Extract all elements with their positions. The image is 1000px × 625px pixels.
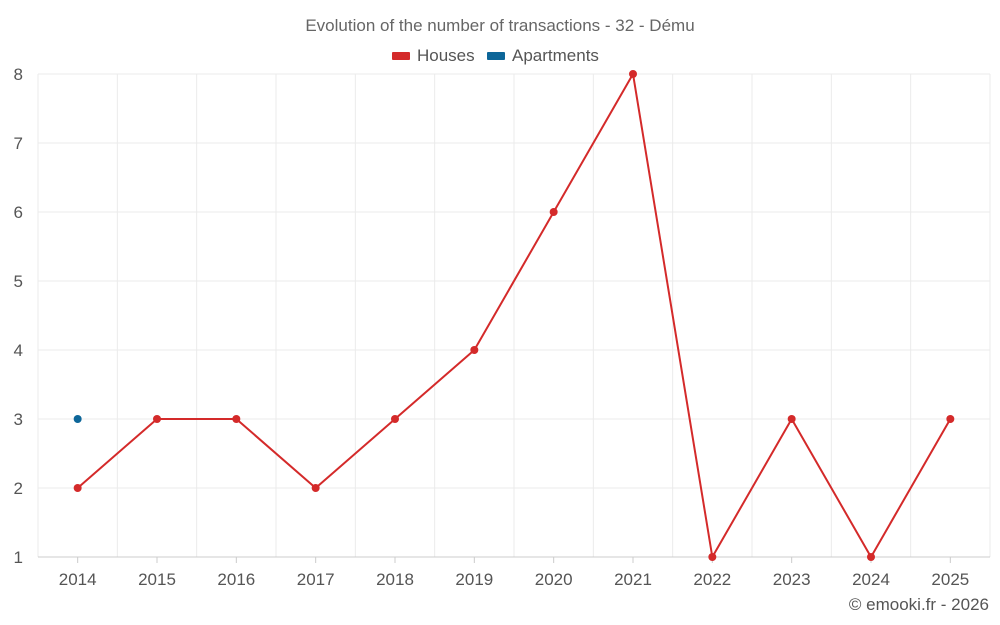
legend-swatch-apartments [487, 52, 505, 60]
data-point-houses[interactable] [708, 553, 717, 561]
data-point-houses[interactable] [73, 484, 82, 492]
x-tick-label: 2014 [59, 570, 97, 589]
data-point-houses[interactable] [787, 415, 796, 423]
data-point-houses[interactable] [232, 415, 241, 423]
x-tick-label: 2018 [376, 570, 414, 589]
data-point-houses[interactable] [153, 415, 161, 423]
series-houses [73, 70, 955, 561]
y-tick-label: 3 [14, 410, 23, 429]
y-tick-label: 5 [14, 272, 23, 291]
data-point-houses[interactable] [867, 553, 875, 561]
data-point-houses[interactable] [391, 415, 399, 423]
series [73, 70, 955, 561]
legend-swatch-houses [392, 52, 410, 60]
y-tick-label: 2 [14, 479, 23, 498]
x-tick-label: 2017 [297, 570, 335, 589]
legend-label-houses: Houses [417, 46, 475, 65]
chart-title: Evolution of the number of transactions … [305, 16, 694, 35]
x-tick-label: 2022 [693, 570, 731, 589]
x-tick-label: 2015 [138, 570, 176, 589]
x-tick-label: 2024 [852, 570, 890, 589]
axes: 1 2 3 4 5 6 7 8 2014 2015 2016 2017 2018 2019 2020 2021… [14, 65, 990, 589]
y-tick-label: 4 [14, 341, 23, 360]
data-point-houses[interactable] [470, 346, 479, 354]
x-tick-label: 2016 [217, 570, 255, 589]
series-apartments [73, 415, 82, 423]
x-tick-label: 2025 [931, 570, 969, 589]
data-point-houses[interactable] [549, 208, 558, 216]
y-tick-label: 1 [14, 548, 23, 567]
legend-item-houses[interactable]: Houses [392, 46, 475, 65]
data-point-houses[interactable] [629, 70, 637, 78]
data-point-houses[interactable] [946, 415, 955, 423]
series-line-houses [77, 73, 952, 558]
credit-text: © emooki.fr - 2026 [849, 595, 989, 614]
legend: Houses Apartments [392, 46, 599, 65]
data-point-apartments[interactable] [73, 415, 82, 423]
data-point-houses[interactable] [311, 484, 320, 492]
y-tick-label: 6 [14, 203, 23, 222]
grid [37, 73, 991, 557]
x-tick-label: 2020 [535, 570, 573, 589]
legend-item-apartments[interactable]: Apartments [487, 46, 599, 65]
y-tick-label: 7 [14, 134, 23, 153]
x-tick-label: 2021 [614, 570, 652, 589]
legend-label-apartments: Apartments [512, 46, 599, 65]
x-tick-label: 2019 [455, 570, 493, 589]
y-tick-label: 8 [14, 65, 23, 84]
x-tick-label: 2023 [773, 570, 811, 589]
